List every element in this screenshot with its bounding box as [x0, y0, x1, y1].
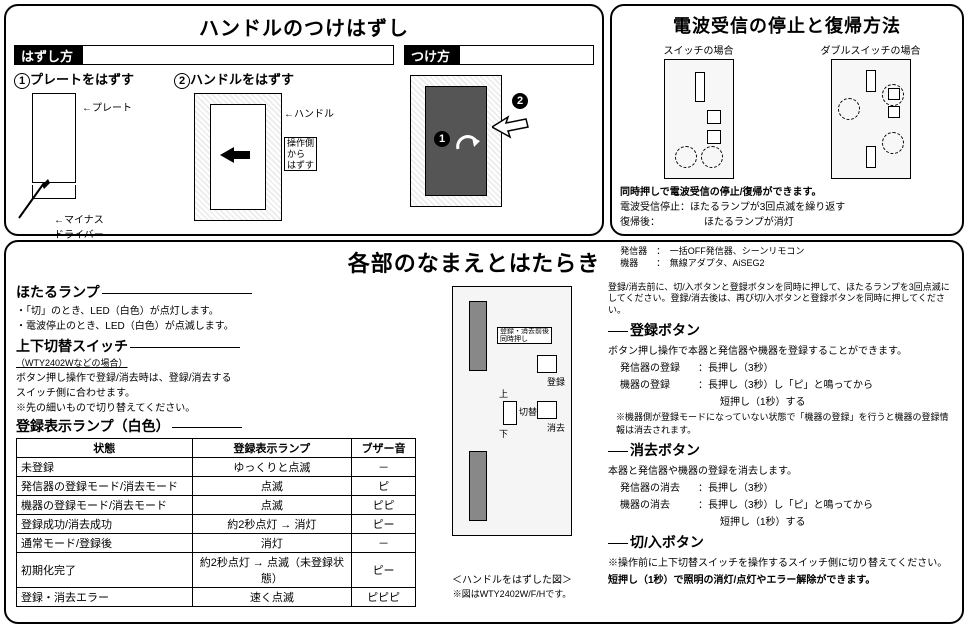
- label-switch-case: スイッチの場合: [624, 42, 774, 57]
- hotaru-line2: ・電波停止のとき、LED（白色）が点滅します。: [16, 317, 416, 332]
- reg-line1: ボタン押し操作で本器と発信器や機器を登録することができます。: [608, 342, 952, 357]
- state-table: 状態 登録表示ランプ ブザー音 未登録ゆっくりと点滅－発信器の登録モード/消去モ…: [16, 438, 416, 607]
- table-row: 通常モード/登録後消灯－: [17, 534, 416, 553]
- step-2: 2ハンドルをはずす: [174, 69, 294, 89]
- step-badge-2: 2: [512, 93, 528, 109]
- reg-line2: 発信器の登録：長押し（3秒）: [608, 359, 952, 374]
- title-radio: 電波受信の停止と復帰方法: [620, 12, 954, 38]
- table-row: 発信器の登録モード/消去モード点滅ピ: [17, 477, 416, 496]
- del-title: 消去ボタン: [608, 440, 952, 460]
- step-1: 1プレートをはずす: [14, 69, 134, 89]
- del-line2: 発信器の消去：長押し（3秒）: [608, 479, 952, 494]
- th-lamp: 登録表示ランプ: [192, 439, 352, 458]
- updown-line2: スイッチ側に合わせます。: [16, 384, 416, 399]
- th-state: 状態: [17, 439, 193, 458]
- table-row: 未登録ゆっくりと点滅－: [17, 458, 416, 477]
- del-line3: 機器の消去：長押し（3秒）し「ピ」と鳴ってから: [608, 496, 952, 511]
- reg-title: 登録ボタン: [608, 320, 952, 340]
- reg-line3: 機器の登録：長押し（3秒）し「ピ」と鳴ってから: [608, 376, 952, 391]
- label-handle: ←ハンドル: [284, 105, 334, 120]
- switch-diagram: [664, 59, 734, 179]
- updown-note: （WTY2402Wなどの場合）: [16, 356, 416, 369]
- title-parts: 各部のなまえとはたらき: [348, 246, 601, 278]
- del-line1: 本器と発信器や機器の登録を消去します。: [608, 462, 952, 477]
- radio-desc: 同時押しで電波受信の停止/復帰ができます。 電波受信停止：ほたるランプが3回点滅…: [620, 183, 954, 228]
- rotate-arrow-icon: [454, 129, 484, 159]
- step-badge-1: 1: [434, 131, 450, 147]
- reg-line3c: 短押し（1秒）する: [608, 393, 952, 408]
- panel-radio: 電波受信の停止と復帰方法 スイッチの場合 ダブルスイッチの場合: [610, 4, 964, 236]
- table-row: 機器の登録モード/消去モード点滅ピピ: [17, 496, 416, 515]
- hotaru-title: ほたるランプ: [16, 282, 416, 302]
- reglamp-title: 登録表示ランプ（白色）: [16, 416, 416, 436]
- heading-remove: はずし方: [14, 45, 394, 65]
- pre-note: 登録/消去前に、切/入ボタンと登録ボタンを同時に押して、ほたるランプを3回点滅に…: [608, 282, 952, 316]
- panel-handle: ハンドルのつけはずし はずし方 1プレートをはずす 2ハンドルをはずす: [4, 4, 604, 236]
- arrow-icon: [220, 143, 260, 173]
- attach-arrow-icon: [492, 109, 542, 149]
- table-row: 登録・消去エラー速く点滅ピピピ: [17, 588, 416, 607]
- legend-dev: 機器 ： 無線アダプタ、AiSEG2: [620, 258, 764, 270]
- center-diagram: 登録・消去前後 同時押し 登録 上 切替 下 消去 ＜ハンドルをはずした図＞ ※…: [422, 282, 602, 612]
- legend-tx: 発信器 ： 一括OFF発信器、シーンリモコン: [620, 246, 804, 258]
- diagram-note: ※図はWTY2402W/F/Hです。: [422, 587, 602, 600]
- label-opside: 操作側 から はずす: [284, 137, 317, 171]
- updown-line3: ※先の細いもので切り替えてください。: [16, 399, 416, 414]
- del-line3c: 短押し（1秒）する: [608, 513, 952, 528]
- heading-attach: つけ方: [404, 45, 594, 65]
- updown-title: 上下切替スイッチ: [16, 336, 416, 356]
- double-switch-diagram: [831, 59, 911, 179]
- title-handle: ハンドルのつけはずし: [14, 12, 594, 41]
- reg-note: ※機器側が登録モードになっていない状態で「機器の登録」を行うと機器の登録情報は消…: [608, 410, 952, 436]
- table-row: 登録成功/消去成功約2秒点灯 → 消灯ピー: [17, 515, 416, 534]
- th-buzzer: ブザー音: [352, 439, 416, 458]
- table-row: 初期化完了約2秒点灯 → 点滅（未登録状態）ピー: [17, 553, 416, 588]
- onoff-line1: ※操作前に上下切替スイッチを操作するスイッチ側に切り替えてください。: [608, 554, 952, 569]
- label-double-case: ダブルスイッチの場合: [791, 42, 951, 57]
- onoff-title: 切/入ボタン: [608, 532, 952, 552]
- label-driver: ←マイナス ドライバー: [54, 211, 104, 241]
- label-plate: ←プレート: [82, 99, 132, 114]
- onoff-line2: 短押し（1秒）で照明の消灯/点灯やエラー解除ができます。: [608, 571, 952, 586]
- diagram-caption: ＜ハンドルをはずした図＞: [422, 571, 602, 586]
- hotaru-line1: ・「切」のとき、LED（白色）が点灯します。: [16, 302, 416, 317]
- updown-line1: ボタン押し操作で登録/消去時は、登録/消去する: [16, 369, 416, 384]
- panel-parts: 各部のなまえとはたらき 発信器 ： 一括OFF発信器、シーンリモコン 機器 ： …: [4, 240, 964, 624]
